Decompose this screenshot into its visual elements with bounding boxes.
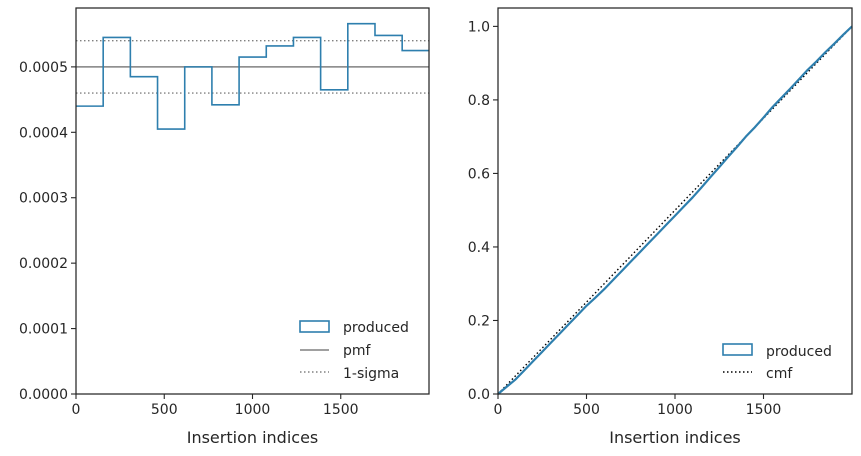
cmf-line	[497, 25, 853, 395]
right-chart-panel: 0 500 1000 1500 0.0 0.2 0.4 0.6 0.8 1.0 Insertio…	[468, 7, 853, 447]
left-x-tick-label: 500	[151, 402, 178, 418]
right-legend-swatch-produced	[722, 343, 753, 356]
left-legend: produced pmf 1-sigma	[299, 320, 409, 382]
right-legend-label-cmf: cmf	[766, 366, 793, 382]
left-legend-label-produced: produced	[343, 320, 409, 336]
right-x-tick-label: 500	[573, 402, 600, 418]
left-y-tick-label: 0.0001	[19, 322, 68, 338]
left-x-tick-label: 1000	[235, 402, 271, 418]
right-plot-area	[497, 25, 853, 395]
left-chart-panel: 0 500 1000 1500 0.00000.00010.00020.00030.0…	[19, 7, 430, 447]
right-x-axis-label: Insertion indices	[609, 428, 741, 447]
right-x-ticks: 0 500 1000 1500	[494, 394, 782, 418]
right-y-tick-label: 1.0	[468, 19, 490, 35]
left-y-tick-label: 0.0003	[19, 191, 68, 207]
right-x-tick-label: 0	[494, 402, 503, 418]
left-y-tick-label: 0.0004	[19, 125, 68, 141]
left-x-axis-label: Insertion indices	[187, 428, 319, 447]
right-x-tick-label: 1000	[657, 402, 693, 418]
left-y-tick-label: 0.0002	[19, 256, 68, 272]
left-y-tick-label: 0.0000	[19, 387, 68, 403]
left-x-ticks: 0 500 1000 1500	[72, 394, 359, 418]
right-y-tick-label: 0.2	[468, 313, 490, 329]
left-y-tick-label: 0.0005	[19, 60, 68, 76]
left-legend-swatch-produced	[299, 320, 330, 333]
right-y-tick-label: 0.0	[468, 387, 490, 403]
left-legend-label-pmf: pmf	[343, 343, 372, 359]
right-x-tick-label: 1500	[746, 402, 782, 418]
right-legend-label-produced: produced	[766, 344, 832, 360]
right-y-tick-label: 0.4	[468, 240, 490, 256]
left-plot-area	[76, 22, 429, 130]
left-x-tick-label: 0	[72, 402, 81, 418]
left-y-ticks: 0.0000 0.0001 0.0002 0.0003 0.0004 0.0005	[19, 60, 76, 403]
right-y-tick-label: 0.6	[468, 166, 490, 182]
produced-step-histogram	[76, 22, 429, 130]
left-axes-frame	[75, 7, 430, 395]
right-axes-frame	[497, 7, 853, 395]
right-y-tick-label: 0.8	[468, 93, 490, 109]
left-legend-label-1-sigma: 1-sigma	[343, 366, 399, 382]
right-legend: produced cmf	[722, 343, 832, 382]
produced-cumulative-line	[497, 25, 853, 395]
right-y-ticks: 0.0 0.2 0.4 0.6 0.8 1.0	[468, 19, 498, 403]
left-x-tick-label: 1500	[323, 402, 359, 418]
